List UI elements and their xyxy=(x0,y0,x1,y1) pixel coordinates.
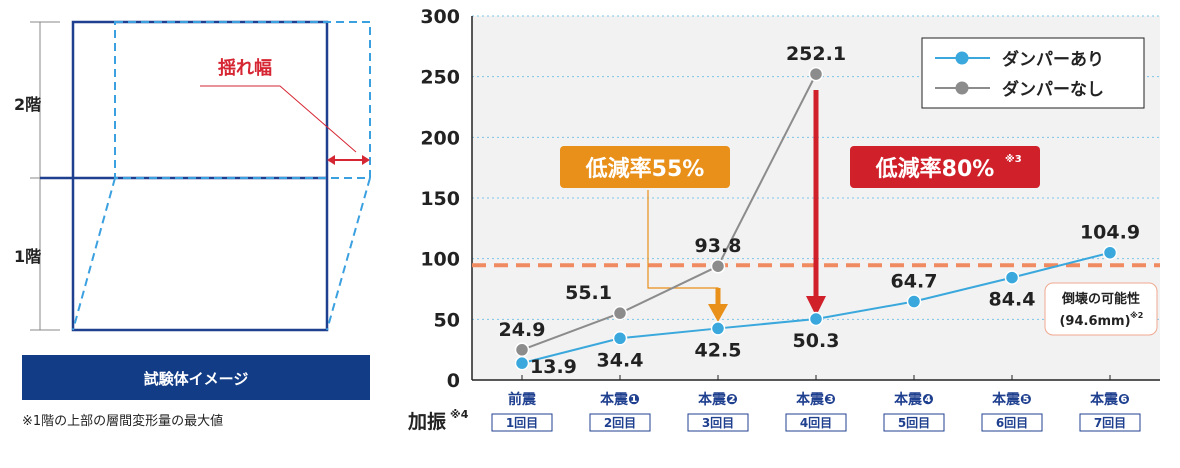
threshold-label: 倒壊の可能性 xyxy=(1061,291,1140,307)
data-label: 24.9 xyxy=(499,319,546,341)
x-tick-label: 本震❶ xyxy=(600,391,640,408)
reduction-arrow-head xyxy=(806,296,826,316)
legend xyxy=(921,37,1145,109)
x-subtick-label: 6回目 xyxy=(996,416,1028,430)
data-label: 252.1 xyxy=(786,43,846,65)
x-subtick-box xyxy=(589,413,651,432)
chart: 0 50 100 150 200 250 300 前震 1回目 本震❶ 2回目 本震❷ 3回目 本震❸ 4回… xyxy=(407,6,1160,433)
y-tick-label: 50 xyxy=(434,309,460,331)
floor2-label: 2階 xyxy=(14,95,41,114)
reduction-badge-55 xyxy=(560,146,730,188)
x-tick-label: 本震❸ xyxy=(796,391,836,408)
x-subtick-box xyxy=(981,413,1043,432)
data-label: 64.7 xyxy=(891,270,938,292)
reduction-badge-text: 低減率55% xyxy=(585,156,705,182)
legend-marker xyxy=(955,51,969,65)
legend-label: ダンパーあり xyxy=(1002,49,1104,70)
x-subtick-label: 2回目 xyxy=(604,416,636,430)
footnote: ※1階の上部の層間変形量の最大値 xyxy=(22,413,223,429)
legend-marker xyxy=(955,81,969,95)
x-subtick-box xyxy=(687,413,749,432)
data-point xyxy=(808,311,824,327)
x-subtick-box xyxy=(883,413,945,432)
data-label: 104.9 xyxy=(1080,222,1140,244)
y-tick-label: 100 xyxy=(420,249,460,271)
x-subtick-label: 1回目 xyxy=(506,416,538,430)
floor1-label: 1階 xyxy=(14,247,41,266)
data-label: 50.3 xyxy=(793,330,840,352)
banner xyxy=(22,355,370,400)
y-tick-label: 200 xyxy=(420,127,460,149)
threshold-box xyxy=(1044,282,1158,336)
x-axis-label-note: ※4 xyxy=(450,408,469,421)
banner-text: 試験体イメージ xyxy=(144,370,249,388)
data-point xyxy=(906,294,922,309)
reduction-badge-80 xyxy=(850,146,1040,188)
data-point xyxy=(1004,270,1020,285)
y-tick-label: 0 xyxy=(447,370,460,392)
x-axis-label: 加振 xyxy=(407,410,446,433)
data-label: 55.1 xyxy=(565,282,612,304)
data-label: 93.8 xyxy=(695,235,742,257)
reduction-badge-note: ※3 xyxy=(1005,153,1022,165)
x-subtick-label: 7回目 xyxy=(1094,416,1126,430)
data-label: 84.4 xyxy=(989,289,1036,311)
x-tick-label: 本震❹ xyxy=(894,391,934,408)
data-point xyxy=(612,331,628,346)
data-point xyxy=(612,305,628,321)
threshold-note: ※2 xyxy=(1130,310,1143,320)
series-line xyxy=(521,73,817,351)
data-label: 42.5 xyxy=(695,339,742,361)
x-subtick-label: 4回目 xyxy=(800,416,832,430)
data-point xyxy=(808,66,824,82)
data-point xyxy=(514,355,530,371)
y-tick-label: 150 xyxy=(420,188,460,210)
data-point xyxy=(1102,245,1118,260)
x-subtick-label: 3回目 xyxy=(702,416,734,430)
legend-label: ダンパーなし xyxy=(1002,79,1104,100)
data-point xyxy=(710,321,726,336)
reduction-arrow-head xyxy=(708,304,728,322)
x-subtick-box xyxy=(785,413,847,432)
x-tick-label: 前震 xyxy=(508,391,537,408)
x-tick-label: 本震❺ xyxy=(992,391,1032,408)
reduction-badge-text: 低減率80% xyxy=(875,156,995,182)
data-point xyxy=(710,258,726,274)
x-tick-label: 本震❻ xyxy=(1090,391,1130,408)
y-tick-label: 250 xyxy=(420,67,460,89)
data-label: 13.9 xyxy=(530,356,577,378)
sway-label: 揺れ幅 xyxy=(218,57,272,79)
x-tick-label: 本震❷ xyxy=(698,391,738,408)
y-tick-label: 300 xyxy=(420,6,460,28)
test-specimen-diagram: 2階 1階 揺れ幅 試験体イメージ ※1階の上部の層間変形量の最大値 xyxy=(14,20,371,429)
x-subtick-label: 5回目 xyxy=(898,416,930,430)
data-label: 34.4 xyxy=(597,349,644,371)
x-subtick-box xyxy=(1079,413,1141,432)
data-point xyxy=(514,342,530,358)
x-subtick-box xyxy=(491,413,553,432)
threshold-sublabel: (94.6mm) xyxy=(1059,314,1130,329)
